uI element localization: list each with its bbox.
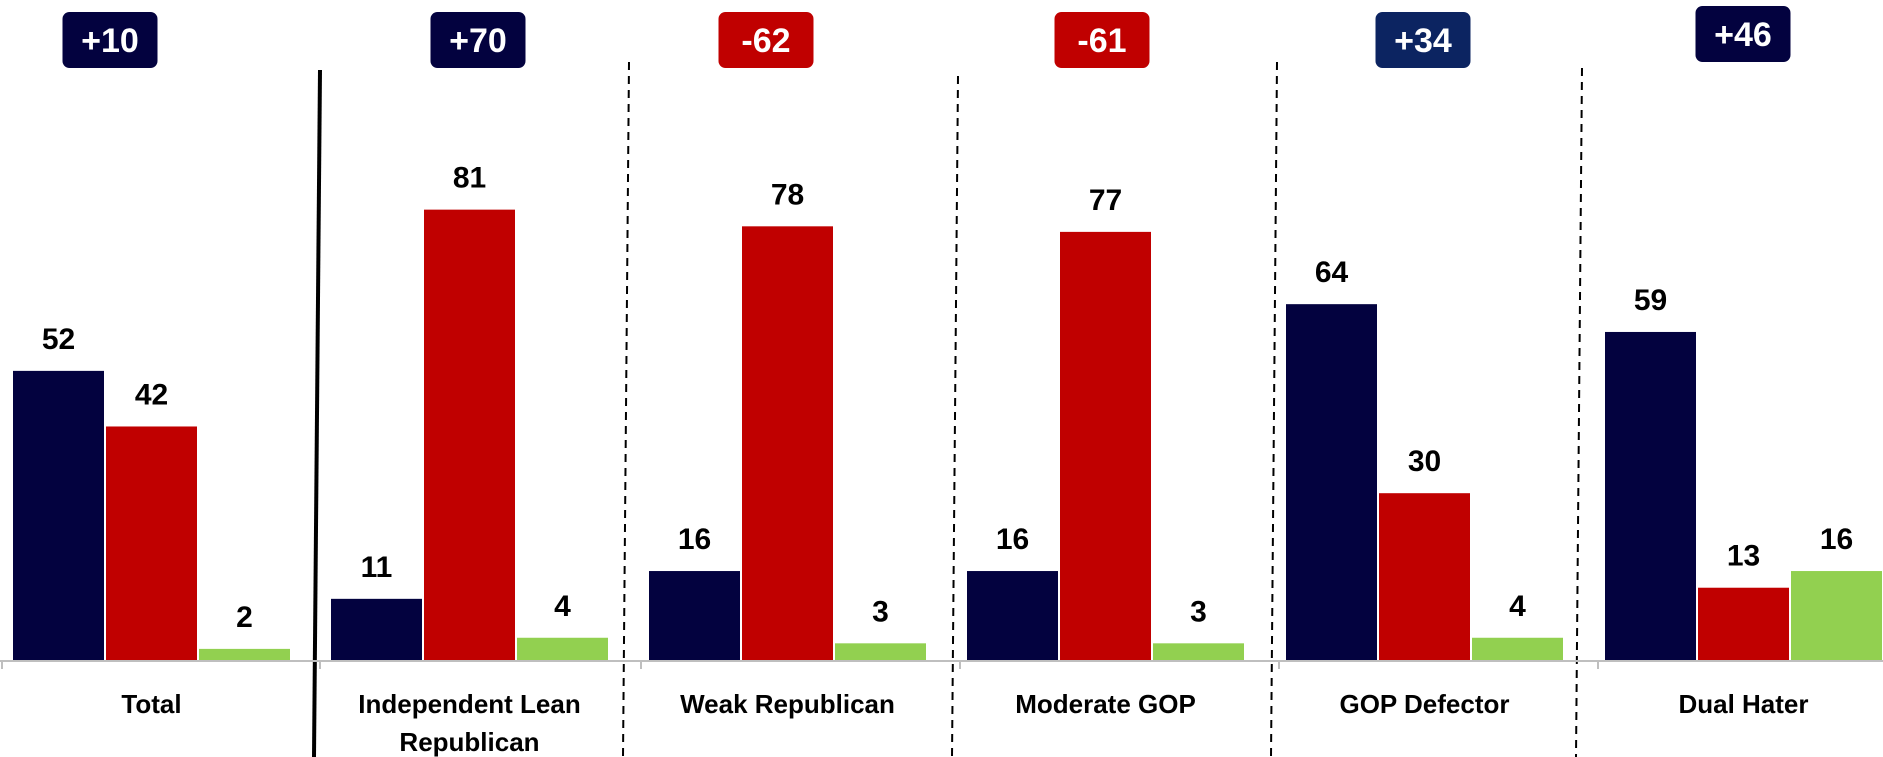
margin-badge <box>62 12 158 68</box>
margin-badge <box>1695 6 1791 62</box>
bar <box>331 598 422 660</box>
margin-badge-label: +70 <box>449 22 507 60</box>
group-divider-line <box>622 61 630 757</box>
group-divider-line <box>1270 61 1278 757</box>
margin-badge-label: -62 <box>741 22 790 60</box>
data-label: 11 <box>361 551 393 584</box>
bar <box>1153 643 1244 660</box>
data-label: 13 <box>1727 540 1760 573</box>
bar <box>106 426 197 660</box>
category-label: Independent Lean <box>358 689 580 719</box>
margin-badge-label: +46 <box>1714 16 1772 54</box>
total-divider-line <box>312 69 322 757</box>
data-label: 16 <box>996 523 1029 556</box>
data-label: 59 <box>1634 284 1667 317</box>
margin-badge <box>718 12 814 68</box>
bar <box>649 571 740 660</box>
data-label: 30 <box>1408 445 1441 478</box>
data-label: 3 <box>872 595 889 628</box>
data-label: 16 <box>1820 523 1853 556</box>
category-label: GOP Defector <box>1339 689 1509 719</box>
bar <box>13 370 104 660</box>
category-label: Total <box>121 689 181 719</box>
bar <box>1605 331 1696 660</box>
data-label: 16 <box>678 523 711 556</box>
bar <box>835 643 926 660</box>
bar <box>1791 571 1882 660</box>
x-axis-ticks <box>1 661 1599 669</box>
bar <box>742 226 833 660</box>
data-label: 64 <box>1315 256 1349 289</box>
margin-badge <box>430 12 526 68</box>
margin-badge-label: +34 <box>1394 22 1452 60</box>
data-label: 78 <box>771 178 804 211</box>
bar <box>199 648 290 660</box>
bar <box>1286 304 1377 660</box>
value-labels: 52 42 2 11 81 4 16 78 3 16 77 3 64 30 4 59 13 16 <box>42 162 1853 634</box>
category-labels: Total Independent Lean Republican Weak Repu… <box>121 689 1808 757</box>
bar <box>1060 231 1151 660</box>
data-label: 42 <box>135 378 168 411</box>
category-label: Republican <box>399 727 539 757</box>
data-label: 81 <box>453 162 486 195</box>
group-divider-line <box>1575 67 1583 757</box>
bar <box>1472 637 1563 660</box>
data-label: 3 <box>1190 595 1207 628</box>
data-label: 77 <box>1089 184 1122 217</box>
category-label: Weak Republican <box>680 689 895 719</box>
data-label: 4 <box>1509 590 1526 623</box>
group-divider-line <box>951 75 959 757</box>
bar <box>424 209 515 660</box>
group-dividers <box>312 61 1583 757</box>
data-label: 52 <box>42 323 75 356</box>
margin-badges: +10 +70 -62 -61 +34 +46 <box>62 6 1791 68</box>
margin-badge <box>1054 12 1150 68</box>
data-label: 4 <box>554 590 571 623</box>
margin-badge-label: +10 <box>81 22 139 60</box>
margin-badge-label: -61 <box>1077 22 1126 60</box>
category-label: Moderate GOP <box>1015 689 1196 719</box>
category-label: Dual Hater <box>1678 689 1808 719</box>
bars <box>13 209 1882 660</box>
margin-badge <box>1375 12 1471 68</box>
data-label: 2 <box>236 601 253 634</box>
bar <box>967 571 1058 660</box>
bar <box>1698 587 1789 660</box>
bar <box>517 637 608 660</box>
bar <box>1379 493 1470 660</box>
